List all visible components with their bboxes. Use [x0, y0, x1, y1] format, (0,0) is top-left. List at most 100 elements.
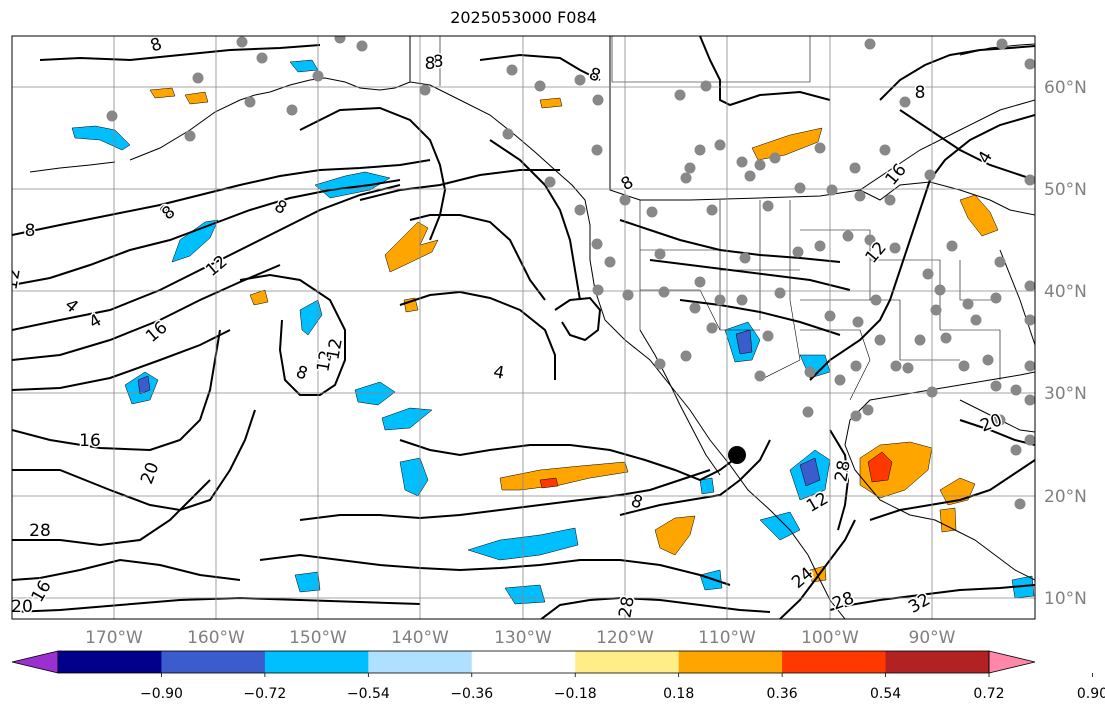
- station-dot: [824, 310, 836, 322]
- colorbar-segment: [161, 651, 266, 673]
- station-dot: [934, 284, 946, 296]
- station-dot: [996, 38, 1008, 50]
- station-dot: [694, 144, 706, 156]
- contour-label: 12: [1, 267, 24, 292]
- station-dot: [792, 246, 804, 258]
- station-dot: [739, 252, 751, 264]
- colorbar-tick-label: −0.36: [450, 686, 493, 702]
- blue-region: [137, 375, 151, 395]
- station-dot: [842, 230, 854, 242]
- station-dot: [962, 298, 974, 310]
- station-dot: [754, 370, 766, 382]
- station-dot: [192, 72, 204, 84]
- colorbar-tick-label: −0.18: [554, 686, 597, 702]
- contour-label: 28: [615, 595, 638, 620]
- station-dot: [706, 322, 718, 334]
- station-markers: [106, 36, 1035, 510]
- colorbar: [11, 650, 1036, 674]
- cyan-region: [314, 171, 391, 199]
- contour-label: 20: [11, 597, 33, 617]
- station-dot: [574, 204, 586, 216]
- station-dot: [940, 332, 952, 344]
- station-dot: [1024, 394, 1035, 406]
- colorbar-tick-label: 0.36: [767, 686, 798, 702]
- station-dot: [890, 360, 902, 372]
- station-dot: [849, 162, 861, 174]
- red-region: [539, 477, 559, 489]
- orange-region: [249, 289, 269, 306]
- contour-label: 8: [425, 54, 436, 74]
- orange-region: [539, 97, 563, 109]
- station-dot: [990, 380, 1002, 392]
- colorbar-segment: [58, 651, 162, 673]
- orange-region: [384, 221, 439, 273]
- station-dot: [814, 142, 826, 154]
- station-dot: [1010, 444, 1022, 456]
- station-dot: [946, 240, 958, 252]
- station-dot: [312, 70, 324, 82]
- longitude-label: 100°W: [801, 628, 859, 648]
- station-dot: [850, 360, 862, 372]
- station-dot: [862, 404, 874, 416]
- colorbar-segment: [678, 651, 783, 673]
- contour-label: 28: [831, 459, 854, 484]
- station-dot: [684, 162, 696, 174]
- colorbar-segment: [264, 651, 369, 673]
- station-dot: [1014, 498, 1026, 510]
- station-dot: [334, 36, 346, 44]
- station-dot: [982, 354, 994, 366]
- colorbar-segment: [575, 651, 680, 673]
- station-dot: [502, 128, 514, 140]
- station-dot: [762, 330, 774, 342]
- orange-region: [499, 461, 629, 491]
- contour-label: 8: [915, 83, 926, 103]
- contour-lines: [12, 36, 1035, 619]
- colorbar-segment: [471, 651, 576, 673]
- station-dot: [286, 104, 298, 116]
- colorbar-tick-label: 0.72: [973, 686, 1004, 702]
- station-dot: [706, 204, 718, 216]
- station-dot: [256, 52, 268, 64]
- station-dot: [680, 172, 692, 184]
- station-dot: [994, 256, 1006, 268]
- station-dot: [870, 294, 882, 306]
- cyan-region: [294, 571, 321, 593]
- station-dot: [994, 414, 1006, 426]
- station-dot: [592, 284, 604, 296]
- map-title: 2025053000 F084: [450, 8, 597, 27]
- station-dot: [534, 80, 546, 92]
- station-dot: [922, 268, 934, 280]
- station-dot: [826, 184, 838, 196]
- station-dot: [574, 74, 586, 86]
- orange-region: [149, 87, 176, 99]
- latitude-tick-labels: 60°N 50°N 40°N 30°N 20°N 10°N: [1044, 78, 1087, 609]
- longitude-label: 110°W: [698, 628, 756, 648]
- colorbar-segment: [885, 651, 990, 673]
- contour-label: 28: [29, 521, 51, 541]
- cyan-region: [699, 477, 715, 495]
- graticule: [12, 36, 1035, 619]
- colorbar-extend-low: [11, 650, 59, 674]
- station-dot: [700, 80, 712, 92]
- station-dot: [654, 358, 666, 370]
- station-dot: [689, 302, 701, 314]
- station-dot: [834, 374, 846, 386]
- colorbar-segment: [782, 651, 887, 673]
- station-dot: [914, 334, 926, 346]
- station-dot: [1024, 174, 1035, 186]
- latitude-label: 50°N: [1044, 180, 1087, 200]
- colorbar-tick-label: −0.54: [347, 686, 390, 702]
- latitude-label: 20°N: [1044, 487, 1087, 507]
- station-dot: [591, 238, 603, 250]
- longitude-label: 120°W: [596, 628, 654, 648]
- station-dot: [714, 294, 726, 306]
- station-dot: [754, 159, 766, 171]
- station-dot: [852, 316, 864, 328]
- station-dot: [884, 194, 896, 206]
- station-dot: [619, 194, 631, 206]
- station-dot: [802, 406, 814, 418]
- cyan-region: [171, 219, 219, 263]
- station-dot: [654, 248, 666, 260]
- station-dot: [736, 156, 748, 168]
- station-dot: [236, 36, 248, 48]
